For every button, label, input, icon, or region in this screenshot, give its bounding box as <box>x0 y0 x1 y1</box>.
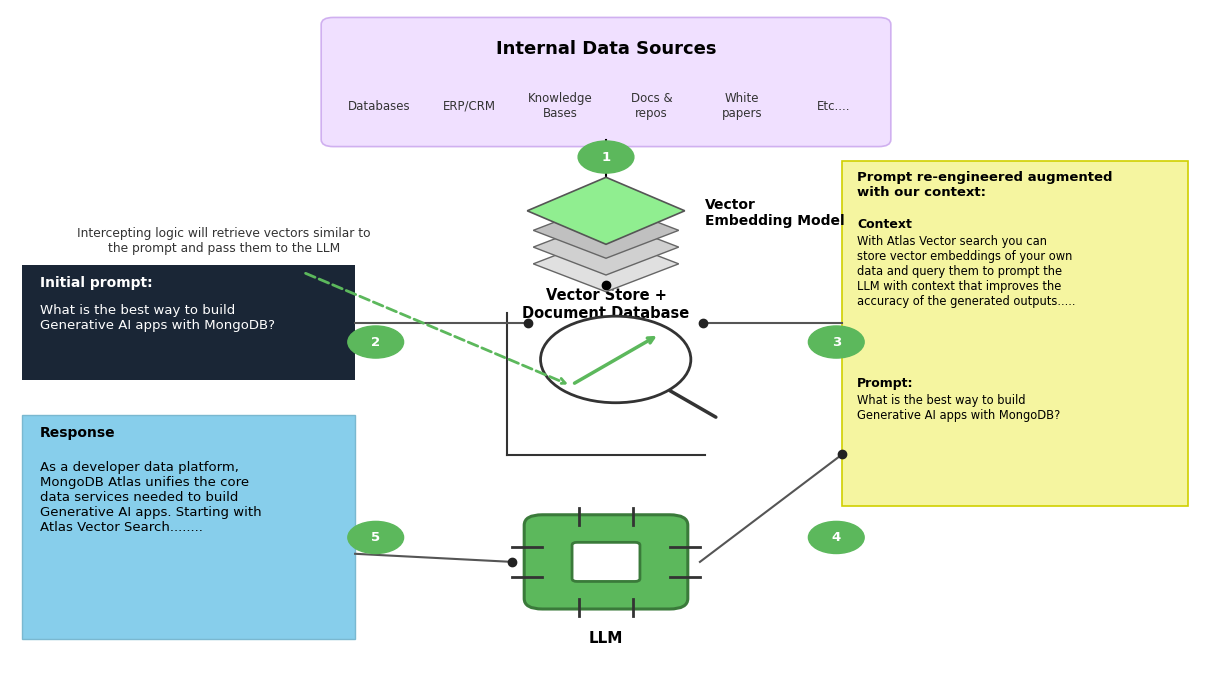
Polygon shape <box>533 236 679 292</box>
FancyBboxPatch shape <box>572 542 640 581</box>
Text: Prompt re-engineered augmented
with our context:: Prompt re-engineered augmented with our … <box>857 171 1113 199</box>
Text: What is the best way to build
Generative AI apps with MongoDB?: What is the best way to build Generative… <box>40 304 275 332</box>
FancyBboxPatch shape <box>321 17 891 147</box>
Text: Docs &
repos: Docs & repos <box>630 92 673 120</box>
Text: White
papers: White papers <box>722 92 762 120</box>
Circle shape <box>808 326 864 358</box>
Text: Etc....: Etc.... <box>817 100 850 112</box>
Polygon shape <box>533 202 679 258</box>
Text: Internal Data Sources: Internal Data Sources <box>496 40 716 58</box>
Polygon shape <box>527 177 685 244</box>
Text: As a developer data platform,
MongoDB Atlas unifies the core
data services neede: As a developer data platform, MongoDB At… <box>40 461 262 534</box>
Text: 3: 3 <box>831 336 841 348</box>
Text: LLM: LLM <box>589 631 623 646</box>
Text: 4: 4 <box>831 531 841 544</box>
Circle shape <box>808 521 864 554</box>
FancyBboxPatch shape <box>22 265 355 380</box>
Text: Databases: Databases <box>348 100 410 112</box>
Text: Vector Store +
Document Database: Vector Store + Document Database <box>522 288 690 320</box>
Text: Intercepting logic will retrieve vectors similar to
the prompt and pass them to : Intercepting logic will retrieve vectors… <box>78 227 371 255</box>
Polygon shape <box>533 183 679 239</box>
Circle shape <box>578 141 634 173</box>
Text: Initial prompt:: Initial prompt: <box>40 276 153 290</box>
Text: With Atlas Vector search you can
store vector embeddings of your own
data and qu: With Atlas Vector search you can store v… <box>857 235 1075 309</box>
FancyBboxPatch shape <box>842 161 1188 506</box>
Text: 5: 5 <box>371 531 381 544</box>
Text: Vector
Embedding Model: Vector Embedding Model <box>705 198 845 228</box>
Text: 1: 1 <box>601 151 611 163</box>
Text: ERP/CRM: ERP/CRM <box>444 100 496 112</box>
Text: Context: Context <box>857 218 911 231</box>
Text: 2: 2 <box>371 336 381 348</box>
Polygon shape <box>533 219 679 275</box>
Text: Knowledge
Bases: Knowledge Bases <box>528 92 593 120</box>
Circle shape <box>348 326 404 358</box>
FancyBboxPatch shape <box>22 415 355 639</box>
FancyBboxPatch shape <box>524 515 688 609</box>
Text: Prompt:: Prompt: <box>857 377 914 390</box>
Text: Response: Response <box>40 426 115 440</box>
Circle shape <box>348 521 404 554</box>
Text: What is the best way to build
Generative AI apps with MongoDB?: What is the best way to build Generative… <box>857 394 1060 422</box>
Circle shape <box>541 316 691 403</box>
